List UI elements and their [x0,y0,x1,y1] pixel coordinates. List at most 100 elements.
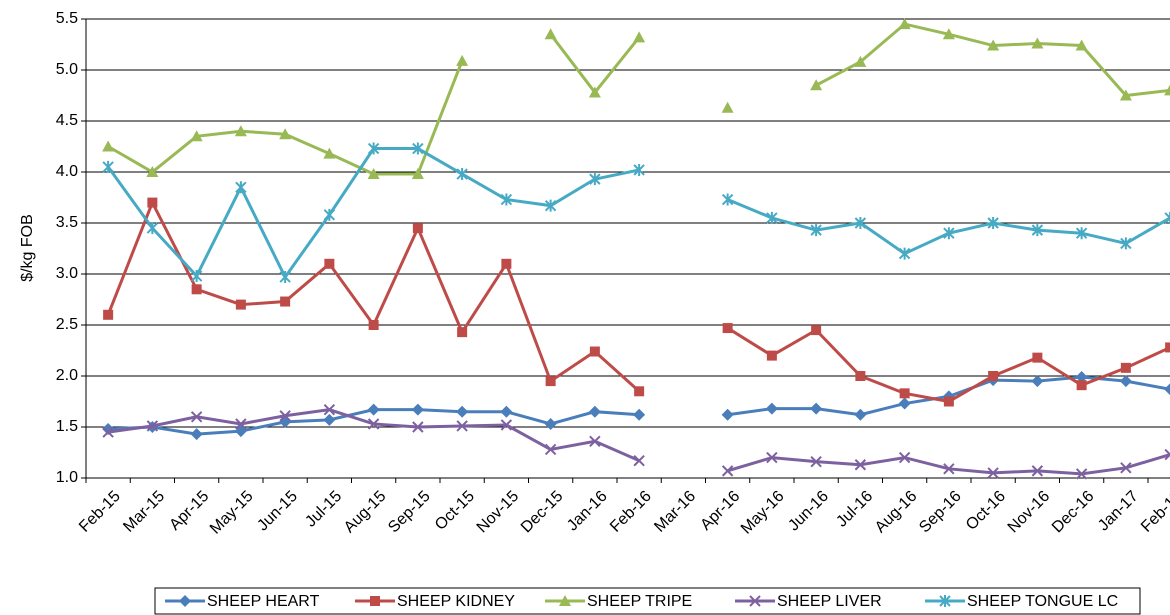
marker [1032,352,1043,363]
x-tick-label: Jul-15 [302,488,345,531]
marker [898,397,911,410]
marker [190,270,203,283]
marker [988,371,999,381]
series [103,197,1170,407]
marker [1164,448,1170,461]
marker [323,413,336,426]
marker [1119,375,1132,388]
legend-box [154,587,1141,615]
marker [766,350,777,361]
marker [179,595,191,607]
series [102,371,1170,441]
marker [811,325,822,336]
marker [633,408,646,421]
marker [279,410,291,422]
marker [544,417,557,430]
x-tick-label: Apr-15 [166,488,212,534]
marker [943,396,954,407]
marker [1164,211,1170,224]
x-tick-label: Mar-16 [651,488,699,536]
marker [855,371,866,381]
marker [412,142,424,155]
marker [721,193,734,206]
marker [721,465,734,477]
x-tick-label: Nov-16 [1005,488,1054,537]
line [108,375,1170,436]
line [106,198,1170,404]
marker [1120,362,1131,373]
marker [939,595,951,607]
marker [191,284,202,295]
marker [102,426,114,438]
marker [103,309,114,320]
marker [898,451,911,464]
marker [456,168,468,181]
marker [544,443,557,456]
x-tick-label: Feb-16 [607,488,655,536]
marker [810,79,823,91]
marker [367,418,380,430]
marker [721,101,734,113]
y-tick-label: 3.0 [56,265,78,282]
x-tick-label: Mar-15 [120,488,168,536]
marker [854,217,867,229]
y-tick-label: 4.5 [56,112,78,129]
marker [367,168,380,180]
marker [721,408,734,421]
marker [588,405,601,418]
x-tick-label: Sep-15 [385,488,434,537]
marker [500,193,513,206]
series [102,142,1170,284]
x-tick-label: Jan-17 [1095,488,1142,535]
marker [749,595,761,607]
legend-label: SHEEP HEART [207,593,320,610]
x-tick-label: Nov-15 [474,488,523,537]
marker [1119,89,1132,101]
marker [367,403,380,416]
x-tick-label: May-16 [738,488,788,538]
marker [102,140,115,152]
marker [190,411,203,423]
x-tick-label: Jun-15 [254,488,301,535]
marker [324,258,335,269]
marker [987,39,1000,51]
y-tick-label: 2.5 [56,316,78,333]
marker [234,125,247,137]
y-tick-label: 1.0 [56,469,78,486]
marker [457,327,468,338]
x-tick-label: Dec-16 [1049,488,1098,537]
marker [146,420,159,432]
x-tick-label: Feb-15 [76,488,124,536]
x-tick-label: Aug-16 [872,488,921,537]
series [102,18,1170,180]
marker [1075,371,1088,384]
marker [1031,465,1044,477]
marker [456,54,469,66]
marker [810,402,823,415]
line [107,22,1170,176]
marker [1075,468,1088,480]
marker [545,376,556,387]
x-tick-label: Apr-16 [697,488,743,534]
marker [368,320,379,330]
marker [1075,39,1088,51]
marker [589,435,601,447]
legend-label: SHEEP LIVER [777,593,882,610]
marker [1165,342,1170,353]
marker [1031,224,1044,237]
marker [766,451,778,464]
marker [411,403,424,416]
y-axis-label: $/kg FOB [19,214,36,282]
y-tick-label: 2.0 [56,367,78,384]
marker [898,247,911,260]
marker [810,224,822,237]
marker [456,420,468,432]
marker [898,18,911,30]
x-tick-label: Oct-15 [432,488,478,534]
marker [1120,462,1132,474]
marker [235,418,247,430]
x-tick-label: Sep-16 [916,488,965,537]
x-tick-label: Feb-17 [1138,488,1170,536]
marker [854,459,867,471]
marker [854,55,867,67]
